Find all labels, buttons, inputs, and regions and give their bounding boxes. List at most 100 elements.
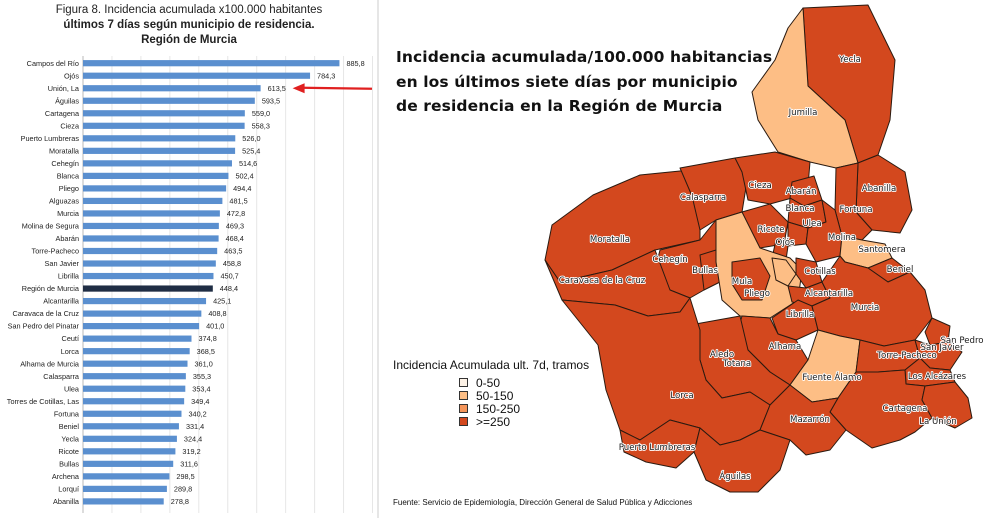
municipality-label: Cieza: [748, 181, 771, 191]
category-label: Águilas: [55, 96, 79, 105]
municipality-label: Abanilla: [862, 184, 896, 194]
map-area: [751, 7, 859, 169]
municipality-label: Águilas: [719, 470, 751, 482]
category-label: Yecla: [61, 434, 80, 443]
municipality-label: San Pedro: [940, 336, 983, 346]
category-label: Lorca: [61, 347, 80, 356]
municipality-label: Molina: [828, 233, 856, 243]
municipality-label: Santomera: [858, 245, 905, 255]
municipality-label: Cartagena: [883, 404, 928, 414]
map-area: [921, 381, 973, 429]
map-title-line-3: de residencia en la Región de Murcia: [396, 97, 723, 115]
map-title-line-1: Incidencia acumulada/100.000 habitancias: [396, 48, 773, 66]
legend-label: >=250: [476, 414, 511, 429]
data-label: 494,4: [233, 184, 251, 193]
data-label: 468,4: [226, 234, 244, 243]
municipality-label: Blanca: [786, 204, 815, 214]
map-title-line-2: en los últimos siete días por municipio: [396, 72, 738, 91]
bar-chart: Campos del Río 885,8 Ojós 784,3 Unión, La 613…: [7, 56, 373, 513]
data-label: 450,7: [220, 272, 238, 281]
category-label: Librilla: [58, 272, 80, 281]
category-label: Ulea: [64, 384, 80, 393]
category-label: Cieza: [60, 121, 80, 130]
municipality-label: Cehegín: [652, 255, 687, 265]
data-label: 361,0: [195, 359, 213, 368]
municipality-label: Cotillas: [804, 267, 836, 277]
data-label: 401,0: [206, 322, 224, 331]
data-label: 355,3: [193, 372, 211, 381]
bar: [83, 485, 167, 492]
category-label: Torre-Pacheco: [32, 247, 79, 256]
bar: [83, 60, 340, 67]
municipality-label: Murcia: [851, 303, 880, 313]
category-label: San Pedro del Pinatar: [8, 322, 80, 331]
category-label: Moratalla: [49, 146, 80, 155]
municipality-label: Librilla: [786, 310, 815, 320]
category-label: Alhama de Murcia: [20, 359, 80, 368]
data-label: 319,2: [182, 447, 200, 456]
bar: [83, 460, 174, 467]
legend-title: Incidencia Acumulada ult. 7d, tramos: [393, 358, 590, 372]
bar: [83, 310, 202, 317]
municipality-label: Fortuna: [840, 205, 873, 215]
municipality-label: Caravaca de la Cruz: [559, 276, 646, 286]
bar: [83, 473, 170, 480]
category-label: Ricote: [58, 447, 79, 456]
bar: [83, 373, 186, 380]
bar: [83, 423, 179, 430]
municipality-label: Moratalla: [590, 235, 630, 245]
data-label: 353,4: [192, 384, 210, 393]
data-label: 613,5: [268, 84, 286, 93]
legend-item: >=250: [459, 414, 589, 429]
data-label: 340,2: [188, 409, 206, 418]
bar: [83, 235, 219, 242]
data-label: 469,3: [226, 222, 244, 231]
annotation-arrow-shaft: [302, 86, 373, 90]
data-label: 311,6: [180, 459, 198, 468]
bar: [83, 135, 236, 142]
map-area: [771, 257, 797, 287]
municipality-label: Mula: [732, 277, 753, 287]
municipality-label: La Unión: [919, 416, 957, 427]
bar: [83, 122, 245, 129]
category-label: Ceutí: [62, 334, 79, 343]
municipality-label: Abarán: [786, 187, 817, 197]
category-label: Molina de Segura: [22, 222, 80, 231]
bar: [83, 285, 213, 292]
municipality-label: Jumilla: [788, 108, 818, 118]
municipality-label: Totana: [722, 359, 751, 369]
category-label: San Javier: [45, 259, 80, 268]
municipality-label: Mazarrón: [790, 414, 830, 425]
bar: [83, 385, 186, 392]
municipality-label: San Javier: [921, 343, 964, 353]
bar: [83, 247, 218, 255]
data-label: 331,4: [186, 422, 204, 431]
legend-label: 50-150: [476, 388, 514, 403]
data-label: 458,8: [223, 259, 241, 268]
data-label: 784,3: [317, 71, 335, 80]
municipality-label: Lorca: [670, 391, 693, 401]
map-area: [693, 427, 791, 493]
legend-swatch: [459, 378, 468, 387]
category-label: Abanilla: [53, 497, 80, 506]
bar: [83, 85, 261, 92]
municipality-label: Ojós: [776, 237, 795, 248]
category-label: Fortuna: [54, 409, 80, 418]
bar: [83, 448, 176, 455]
category-label: Cehegín: [51, 159, 79, 168]
category-label: Pliego: [59, 184, 79, 193]
data-label: 463,5: [224, 247, 242, 256]
municipality-label: Ricote: [758, 225, 785, 235]
panel-divider: [377, 0, 379, 518]
bar: [83, 348, 190, 355]
data-label: 408,8: [208, 309, 226, 318]
municipality-label: Ulea: [802, 219, 821, 229]
data-label: 472,8: [227, 209, 245, 218]
bar: [83, 260, 216, 267]
data-label: 425,1: [213, 297, 231, 306]
bar: [83, 297, 207, 305]
bar: [83, 160, 232, 167]
category-label: Alcantarilla: [43, 297, 80, 306]
category-label: Cartagena: [45, 109, 80, 118]
